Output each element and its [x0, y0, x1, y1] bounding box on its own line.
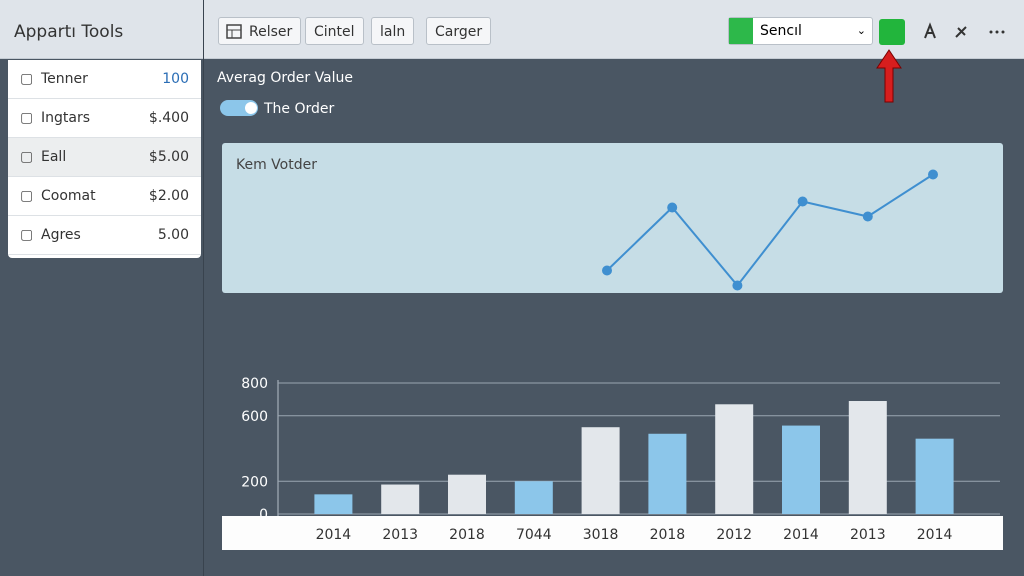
sidebar-item[interactable]: ▢ Agres 5.00 [8, 216, 201, 255]
x-tick-label: 2014 [917, 527, 953, 543]
bar [381, 484, 420, 514]
icon [226, 24, 242, 39]
divider [203, 0, 204, 576]
bar [448, 474, 486, 514]
button[interactable]: Relser [218, 17, 302, 45]
x-tick-label: 3018 [583, 527, 619, 543]
item-label: Eall [41, 149, 67, 165]
y-tick-label: 600 [241, 409, 268, 425]
button[interactable]: laln [371, 17, 415, 45]
sidebar-item[interactable]: ▢ Ingtars $.400 [8, 99, 201, 138]
item-label: Ingtars [41, 110, 91, 126]
button-label: Carger [435, 24, 483, 40]
item-label: Agres [41, 227, 81, 243]
sidebar: ▢ Tenner 100 ▢ Ingtars $.400 ▢ Eall $5.00 ▢ Coomat… [8, 60, 201, 258]
sidebar-item[interactable]: ▢ Tenner 100 [8, 60, 201, 99]
bar [782, 425, 820, 514]
point [797, 196, 808, 207]
x-tick-label: 2014 [783, 527, 819, 543]
green-button[interactable] [879, 19, 905, 45]
sidebar-item[interactable]: ▢ Eall $5.00 [8, 138, 201, 177]
bar [915, 438, 954, 514]
line [606, 173, 934, 288]
y-tick-label: 200 [241, 474, 268, 490]
toggle-label: The Order [263, 101, 335, 117]
select-label: Sencıl [760, 23, 802, 39]
red-arrow [876, 49, 902, 103]
panel-title: Averag Order Value [217, 70, 353, 86]
y-tick-label: 800 [241, 376, 268, 392]
point [732, 280, 743, 291]
button-label: Relser [249, 24, 293, 40]
point [928, 169, 938, 180]
item-value: $.400 [148, 110, 189, 126]
point [667, 202, 678, 213]
icon: ▢ [20, 71, 34, 87]
icon: ▢ [20, 149, 34, 165]
button-label: Cintel [314, 24, 355, 40]
chart-title: Kem Votder [236, 157, 317, 173]
button[interactable]: Cintel [305, 17, 364, 45]
icons [924, 22, 1005, 39]
icon: ▢ [20, 227, 34, 243]
button-label: laln [380, 24, 406, 40]
app-title: Appartı Tools [14, 22, 124, 42]
item-value: $2.00 [148, 188, 189, 204]
bar [848, 401, 887, 514]
sidebar-item[interactable]: ▢ Coomat $2.00 [8, 177, 201, 216]
x-tick-label: 2012 [716, 527, 752, 543]
item-label: Tenner [41, 71, 88, 87]
point [862, 211, 873, 222]
item-value: $5.00 [148, 149, 189, 165]
toolbar: Appartı Tools Relser Cintel laln Carger … [0, 0, 1024, 59]
y-tick-label: 0 [259, 507, 268, 523]
button[interactable]: Carger [426, 17, 492, 45]
select[interactable]: Sencıl ⌄ [728, 17, 873, 45]
x-tick-label: 2013 [850, 527, 886, 543]
bar [648, 433, 687, 514]
x-axis-strip [222, 516, 1003, 550]
icon: ▢ [20, 110, 34, 126]
x-tick-label: 2013 [382, 527, 418, 543]
x-tick-label: 2018 [449, 527, 485, 543]
item-value: 5.00 [157, 227, 189, 243]
item-value: 100 [162, 71, 189, 87]
icon: ▢ [20, 188, 34, 204]
x-tick-label: 7044 [516, 527, 552, 543]
bar [314, 494, 353, 514]
x-tick-label: 2014 [316, 527, 352, 543]
point [602, 265, 612, 276]
bar [581, 427, 620, 514]
icon [729, 18, 753, 44]
x-tick-label: 2018 [650, 527, 686, 543]
line-panel [222, 143, 1003, 293]
bar [715, 404, 754, 514]
item-label: Coomat [41, 188, 96, 204]
bar [514, 481, 553, 514]
